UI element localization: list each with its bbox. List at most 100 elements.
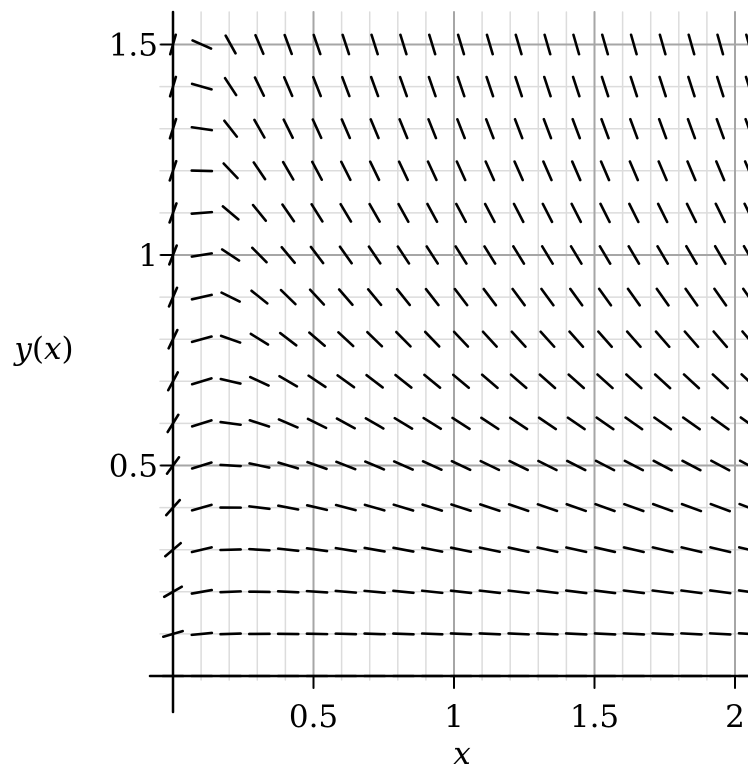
slope-segment xyxy=(542,160,553,182)
slope-segment xyxy=(483,245,497,265)
slope-segment xyxy=(681,416,701,431)
slope-segment xyxy=(366,288,383,307)
slope-segment xyxy=(485,75,495,98)
slope-segment xyxy=(283,33,294,56)
slope-segment xyxy=(681,459,702,472)
slope-segment xyxy=(570,160,582,182)
slope-segment xyxy=(399,33,408,56)
slope-segment xyxy=(339,202,353,223)
slope-segment xyxy=(250,246,268,264)
x-axis-title: x xyxy=(453,736,471,771)
slope-segment xyxy=(623,459,645,472)
slope-segment xyxy=(278,374,299,388)
slope-segment xyxy=(564,589,588,595)
slope-segment xyxy=(249,332,270,346)
slope-segment xyxy=(190,588,214,595)
slope-segment xyxy=(564,632,588,636)
slope-segment xyxy=(219,377,242,385)
slope-segment xyxy=(305,589,329,594)
slope-segment xyxy=(651,589,674,595)
slope-segment xyxy=(334,632,358,636)
slope-segment xyxy=(223,76,238,97)
slope-segment xyxy=(308,288,326,306)
slope-segment xyxy=(219,548,242,552)
slope-segment xyxy=(507,632,531,636)
slope-segment xyxy=(190,461,213,470)
slope-segment xyxy=(597,287,613,307)
slope-segment xyxy=(507,546,530,554)
slope-segment xyxy=(741,330,748,340)
slope-segment xyxy=(397,160,410,182)
slope-segment xyxy=(484,160,496,182)
slope-segment xyxy=(279,288,297,306)
slope-segment xyxy=(596,373,614,390)
y-tick-label: 0.5 xyxy=(109,449,158,485)
slope-segment xyxy=(456,75,466,98)
slope-segment xyxy=(220,248,241,262)
slope-segment xyxy=(680,546,703,554)
slope-segment xyxy=(341,33,351,56)
y-axis-title-var: x xyxy=(44,331,62,367)
slope-segment xyxy=(685,202,698,224)
slope-segment xyxy=(513,160,524,182)
slope-segment xyxy=(369,118,380,140)
slope-segment xyxy=(392,589,415,595)
slope-segment xyxy=(537,416,558,431)
slope-segment xyxy=(190,125,214,132)
slope-segment xyxy=(624,416,644,431)
slope-segment xyxy=(397,202,410,224)
slope-segment xyxy=(653,373,672,390)
slope-segment xyxy=(507,589,530,595)
slope-segment xyxy=(684,287,699,307)
slope-segment xyxy=(340,118,352,140)
slope-segment xyxy=(568,330,585,349)
x-tick-label: 0.5 xyxy=(289,699,338,735)
slope-segment xyxy=(480,416,500,431)
slope-segment xyxy=(714,202,726,224)
slope-segment xyxy=(571,117,582,140)
slope-segment xyxy=(398,118,409,140)
slope-segment xyxy=(595,416,615,431)
slope-field xyxy=(161,33,748,678)
slope-segment xyxy=(306,460,328,471)
slope-segment xyxy=(737,589,748,593)
slope-segment xyxy=(685,244,698,266)
y-axis-title-func: y xyxy=(12,331,32,367)
slope-segment xyxy=(190,631,214,637)
slope-segment xyxy=(739,416,748,425)
slope-segment xyxy=(190,252,214,258)
slope-segment xyxy=(540,245,554,265)
slope-segment xyxy=(396,245,411,265)
slope-segment xyxy=(305,504,329,512)
slope-segment xyxy=(281,203,296,223)
x-tick-label: 1 xyxy=(444,699,464,735)
slope-segment xyxy=(540,287,555,307)
slope-segment xyxy=(339,160,352,182)
slope-segment xyxy=(394,373,413,389)
slope-segment xyxy=(421,460,443,471)
slope-segment xyxy=(221,205,240,221)
tick-labels: 0.5 1 1.5 2 0.5 1 1.5 xyxy=(109,28,745,736)
slope-segment xyxy=(335,460,357,471)
slope-segment xyxy=(715,160,726,182)
slope-segment xyxy=(744,75,748,88)
slope-segment xyxy=(571,75,581,98)
slope-segment xyxy=(281,160,295,181)
slope-segment xyxy=(450,503,472,513)
slope-segment xyxy=(622,589,646,595)
slope-segment xyxy=(709,502,731,513)
x-tick-label: 2 xyxy=(725,699,745,735)
slope-segment xyxy=(310,160,324,182)
slope-segment xyxy=(219,420,242,427)
slope-segment xyxy=(594,502,616,513)
slope-segment xyxy=(622,546,645,554)
slope-segment xyxy=(656,245,670,265)
slope-segment xyxy=(456,118,466,140)
slope-segment xyxy=(600,117,610,140)
slope-segment xyxy=(282,118,294,140)
slope-segment xyxy=(455,160,467,182)
slope-segment xyxy=(367,245,382,265)
slope-segment xyxy=(737,546,748,551)
slope-segment xyxy=(565,546,588,554)
slope-segment xyxy=(452,330,470,348)
